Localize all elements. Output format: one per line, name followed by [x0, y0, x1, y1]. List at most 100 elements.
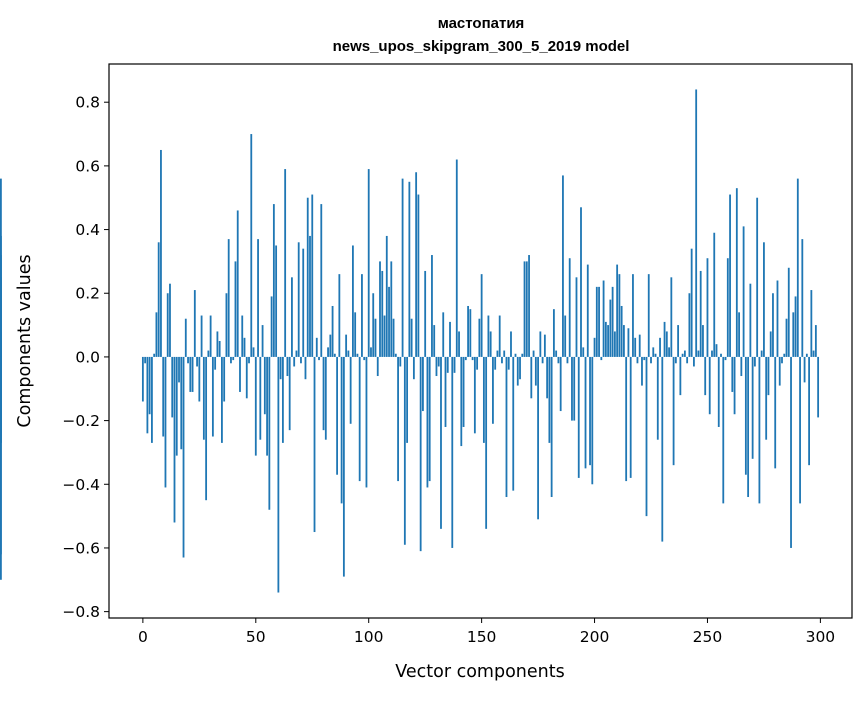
bar-component-247	[699, 270, 702, 357]
y-axis-label: Components values	[15, 254, 35, 427]
bar-component-200	[593, 337, 596, 357]
bar-component-241	[686, 356, 689, 364]
bar-component-19	[184, 318, 187, 357]
bar-component-231	[663, 321, 666, 357]
bar-component-166	[516, 356, 519, 386]
bar-component-3	[148, 356, 151, 415]
y-tick-label: 0.2	[75, 285, 100, 303]
bar-component-undefined	[0, 178, 2, 357]
bar-component-211	[618, 274, 621, 357]
bar-component-24	[196, 356, 198, 367]
bar-component-187	[564, 315, 567, 357]
bar-component-264	[738, 312, 740, 357]
bar-component-58	[272, 204, 275, 357]
bar-component-55	[266, 356, 268, 456]
bar-component-191	[573, 356, 576, 421]
bar-component-190	[571, 356, 573, 421]
bar-component-51	[257, 239, 259, 357]
bar-component-97	[361, 274, 363, 357]
bar-component-74	[309, 235, 311, 357]
bar-component-48	[250, 134, 253, 357]
bar-component-10	[164, 356, 167, 488]
bar-component-227	[654, 353, 657, 357]
bar-component-94	[354, 312, 357, 357]
bar-component-225	[650, 356, 652, 364]
bar-component-180	[548, 356, 551, 443]
bar-component-141	[460, 356, 463, 447]
bar-component-37	[225, 293, 228, 357]
bar-component-199	[591, 356, 594, 485]
bar-component-84	[331, 305, 334, 357]
bar-component-132	[440, 356, 442, 529]
bar-component-239	[681, 353, 684, 357]
bar-component-184	[557, 356, 560, 364]
bar-component-194	[580, 207, 582, 357]
bar-component-80	[322, 356, 325, 431]
bar-component-75	[311, 194, 314, 357]
x-tick-label: 250	[693, 628, 723, 646]
bar-component-137	[451, 356, 454, 548]
bar-component-242	[688, 293, 691, 357]
bar-component-169	[523, 261, 526, 357]
bar-component-18	[182, 356, 185, 558]
bar-component-70	[300, 356, 302, 364]
bar-component-26	[200, 315, 203, 357]
bar-component-229	[659, 337, 661, 357]
bar-component-61	[279, 356, 282, 380]
bar-component-237	[677, 325, 680, 357]
bar-component-182	[552, 309, 555, 357]
bar-component-245	[695, 89, 698, 357]
bar-component-144	[467, 305, 469, 357]
bar-component-21	[189, 356, 192, 392]
bar-component-106	[381, 270, 384, 357]
bar-component-116	[403, 356, 406, 545]
bar-component-127	[428, 356, 431, 482]
bar-component-72	[304, 356, 307, 380]
bar-component-49	[252, 347, 255, 357]
bar-component-111	[392, 318, 395, 357]
bar-component-67	[293, 356, 296, 367]
bar-component-17	[180, 356, 183, 450]
bar-component-41	[234, 261, 237, 357]
bar-component-233	[668, 347, 670, 357]
y-tick-label: −0.2	[62, 412, 100, 430]
bar-component-234	[670, 277, 673, 357]
y-tick-label: 0.0	[75, 348, 100, 366]
bar-component-108	[385, 235, 388, 357]
bar-component-undefined	[0, 356, 2, 555]
bar-component-113	[397, 356, 399, 482]
bar-component-103	[374, 318, 377, 357]
bar-component-183	[555, 350, 558, 357]
bar-component-297	[812, 350, 815, 357]
bar-component-271	[753, 356, 756, 367]
bar-component-136	[449, 321, 451, 357]
bar-component-11	[166, 293, 169, 357]
bar-component-162	[507, 356, 510, 370]
bar-component-35	[221, 356, 223, 443]
bar-component-220	[638, 334, 641, 357]
bar-component-232	[665, 331, 668, 357]
bar-component-59	[275, 245, 278, 357]
y-tick-label: 0.8	[75, 94, 100, 112]
bar-component-76	[313, 356, 316, 533]
bar-component-221	[641, 356, 643, 386]
bar-component-291	[799, 356, 801, 504]
bar-component-277	[767, 356, 770, 396]
bar-component-undefined	[0, 277, 2, 357]
bar-component-40	[232, 356, 235, 361]
bar-component-174	[534, 356, 537, 386]
bar-component-115	[401, 178, 404, 357]
bar-component-246	[697, 350, 700, 357]
bar-component-138	[453, 356, 456, 373]
bar-component-275	[763, 242, 765, 357]
bar-component-263	[735, 188, 738, 357]
bar-component-34	[218, 341, 221, 357]
bar-component-139	[455, 159, 458, 357]
x-tick-label: 300	[806, 628, 836, 646]
bar-component-31	[211, 356, 214, 437]
bar-component-281	[776, 280, 779, 357]
bar-component-192	[575, 277, 578, 357]
bar-component-206	[607, 325, 609, 357]
bar-component-98	[363, 356, 366, 361]
bar-component-287	[790, 356, 792, 548]
